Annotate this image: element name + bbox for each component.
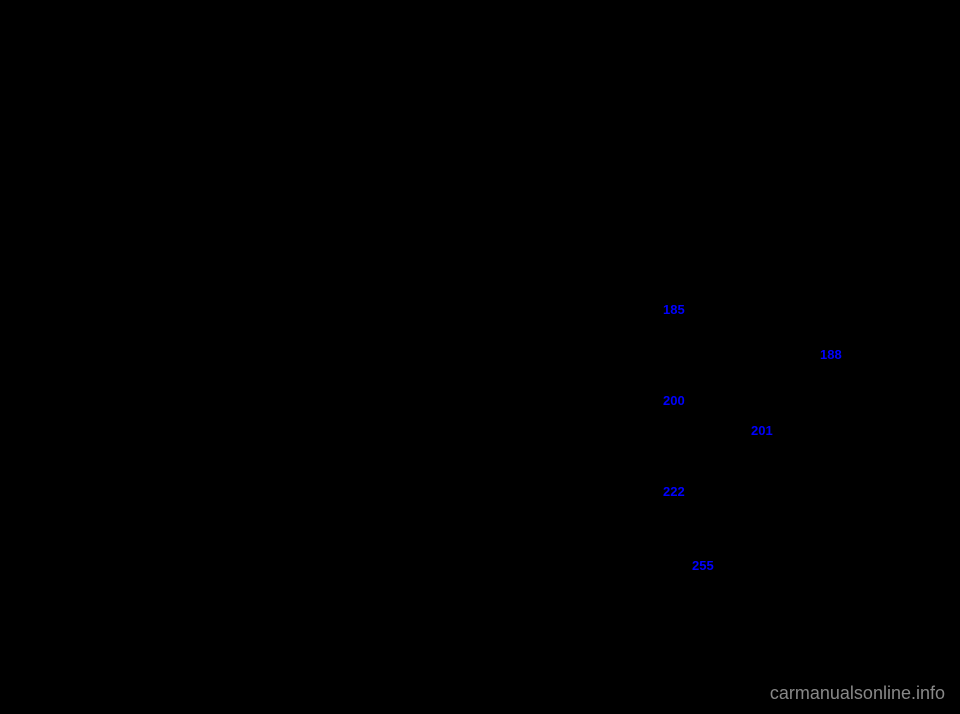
- watermark-text: carmanualsonline.info: [770, 683, 945, 704]
- page-link-222[interactable]: 222: [663, 484, 685, 499]
- page-link-201[interactable]: 201: [751, 423, 773, 438]
- page-link-185[interactable]: 185: [663, 302, 685, 317]
- page-link-188[interactable]: 188: [820, 347, 842, 362]
- page-link-200[interactable]: 200: [663, 393, 685, 408]
- page-link-255[interactable]: 255: [692, 558, 714, 573]
